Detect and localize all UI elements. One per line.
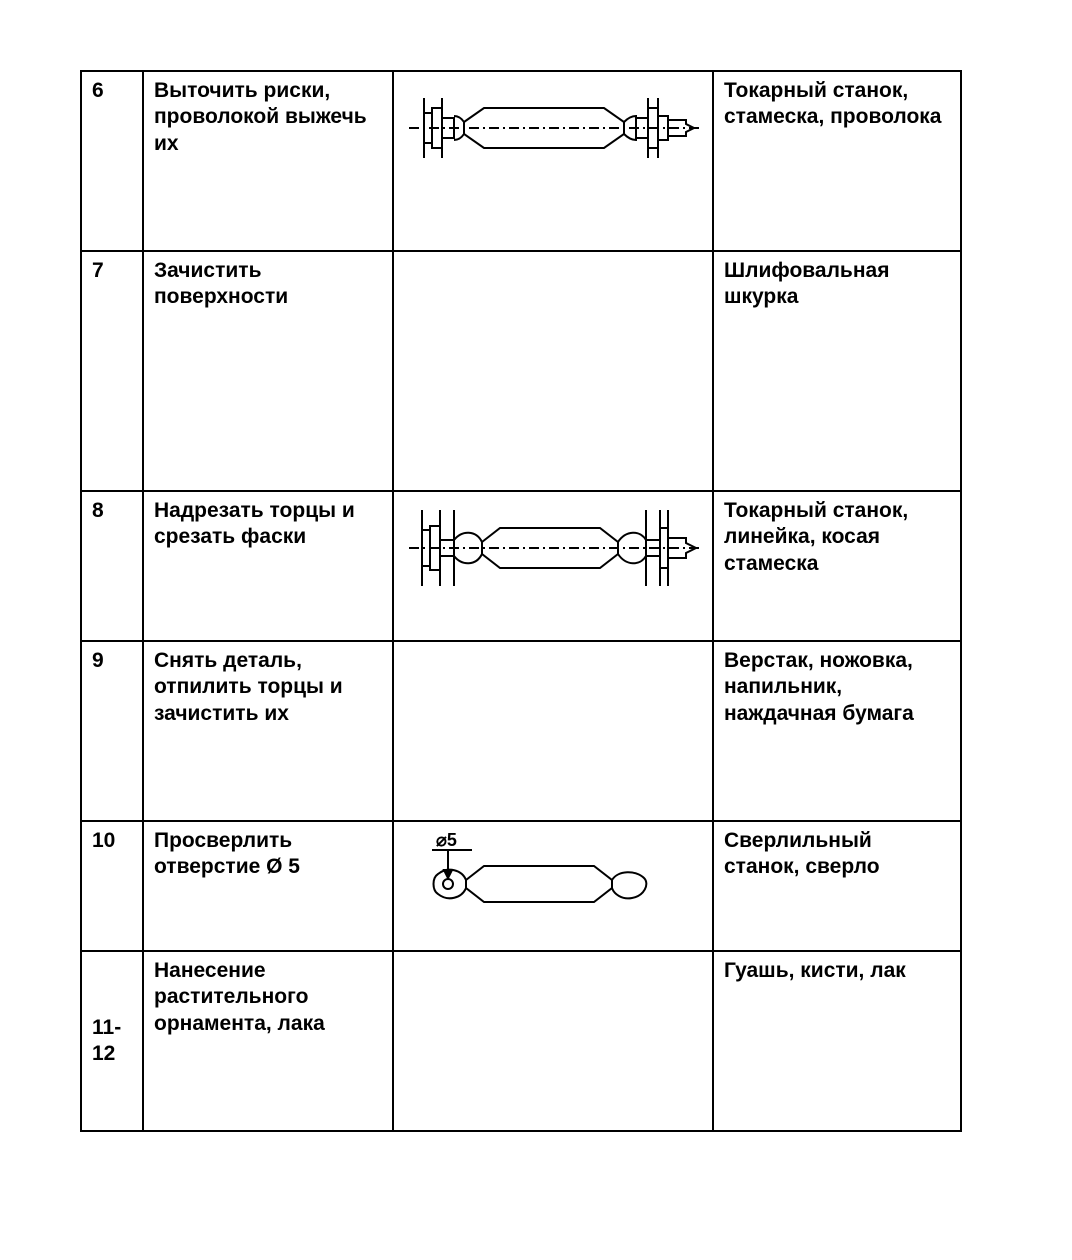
cell-drawing [393,251,713,491]
table-row: 8 Надрезать торцы и срезать фаски [81,491,961,641]
cell-tools: Верстак, ножовка, напильник, наждачная б… [713,641,961,821]
cell-tools: Шлифовальная шкурка [713,251,961,491]
cell-num: 10 [81,821,143,951]
lathe-chamfer-drawing-icon [404,498,704,598]
cell-drawing [393,641,713,821]
table-row: 9 Снять деталь, отпилить торцы и зачисти… [81,641,961,821]
lathe-drawing-icon [404,78,704,178]
cell-num: 6 [81,71,143,251]
diameter-label: ⌀5 [436,830,457,850]
cell-tools: Токарный станок, стамеска, проволока [713,71,961,251]
table-row: 10 Просверлить отверстие Ø 5 ⌀5 [81,821,961,951]
cell-drawing: ⌀5 [393,821,713,951]
cell-drawing [393,491,713,641]
table-row: 6 Выточить риски, проволокой выжечь их [81,71,961,251]
cell-operation: Просверлить отверстие Ø 5 [143,821,393,951]
table-row: 7 Зачистить поверхности Шлифовальная шку… [81,251,961,491]
cell-operation: Зачистить поверхности [143,251,393,491]
cell-num: 11-12 [81,951,143,1131]
drilled-part-drawing-icon: ⌀5 [414,828,674,918]
cell-drawing [393,71,713,251]
cell-tools: Токарный станок, линейка, косая стамеска [713,491,961,641]
cell-num: 7 [81,251,143,491]
document-page: 6 Выточить риски, проволокой выжечь их [0,0,1072,1260]
table-row: 11-12 Нанесение растительного орнамента,… [81,951,961,1131]
cell-tools: Сверлильный станок, сверло [713,821,961,951]
cell-operation: Выточить риски, проволокой выжечь их [143,71,393,251]
cell-drawing [393,951,713,1131]
cell-num: 9 [81,641,143,821]
cell-tools: Гуашь, кисти, лак [713,951,961,1131]
operations-table: 6 Выточить риски, проволокой выжечь их [80,70,962,1132]
cell-operation: Надрезать торцы и срезать фаски [143,491,393,641]
cell-num: 8 [81,491,143,641]
cell-operation: Снять деталь, отпилить торцы и зачистить… [143,641,393,821]
cell-operation: Нанесение растительного орнамента, лака [143,951,393,1131]
